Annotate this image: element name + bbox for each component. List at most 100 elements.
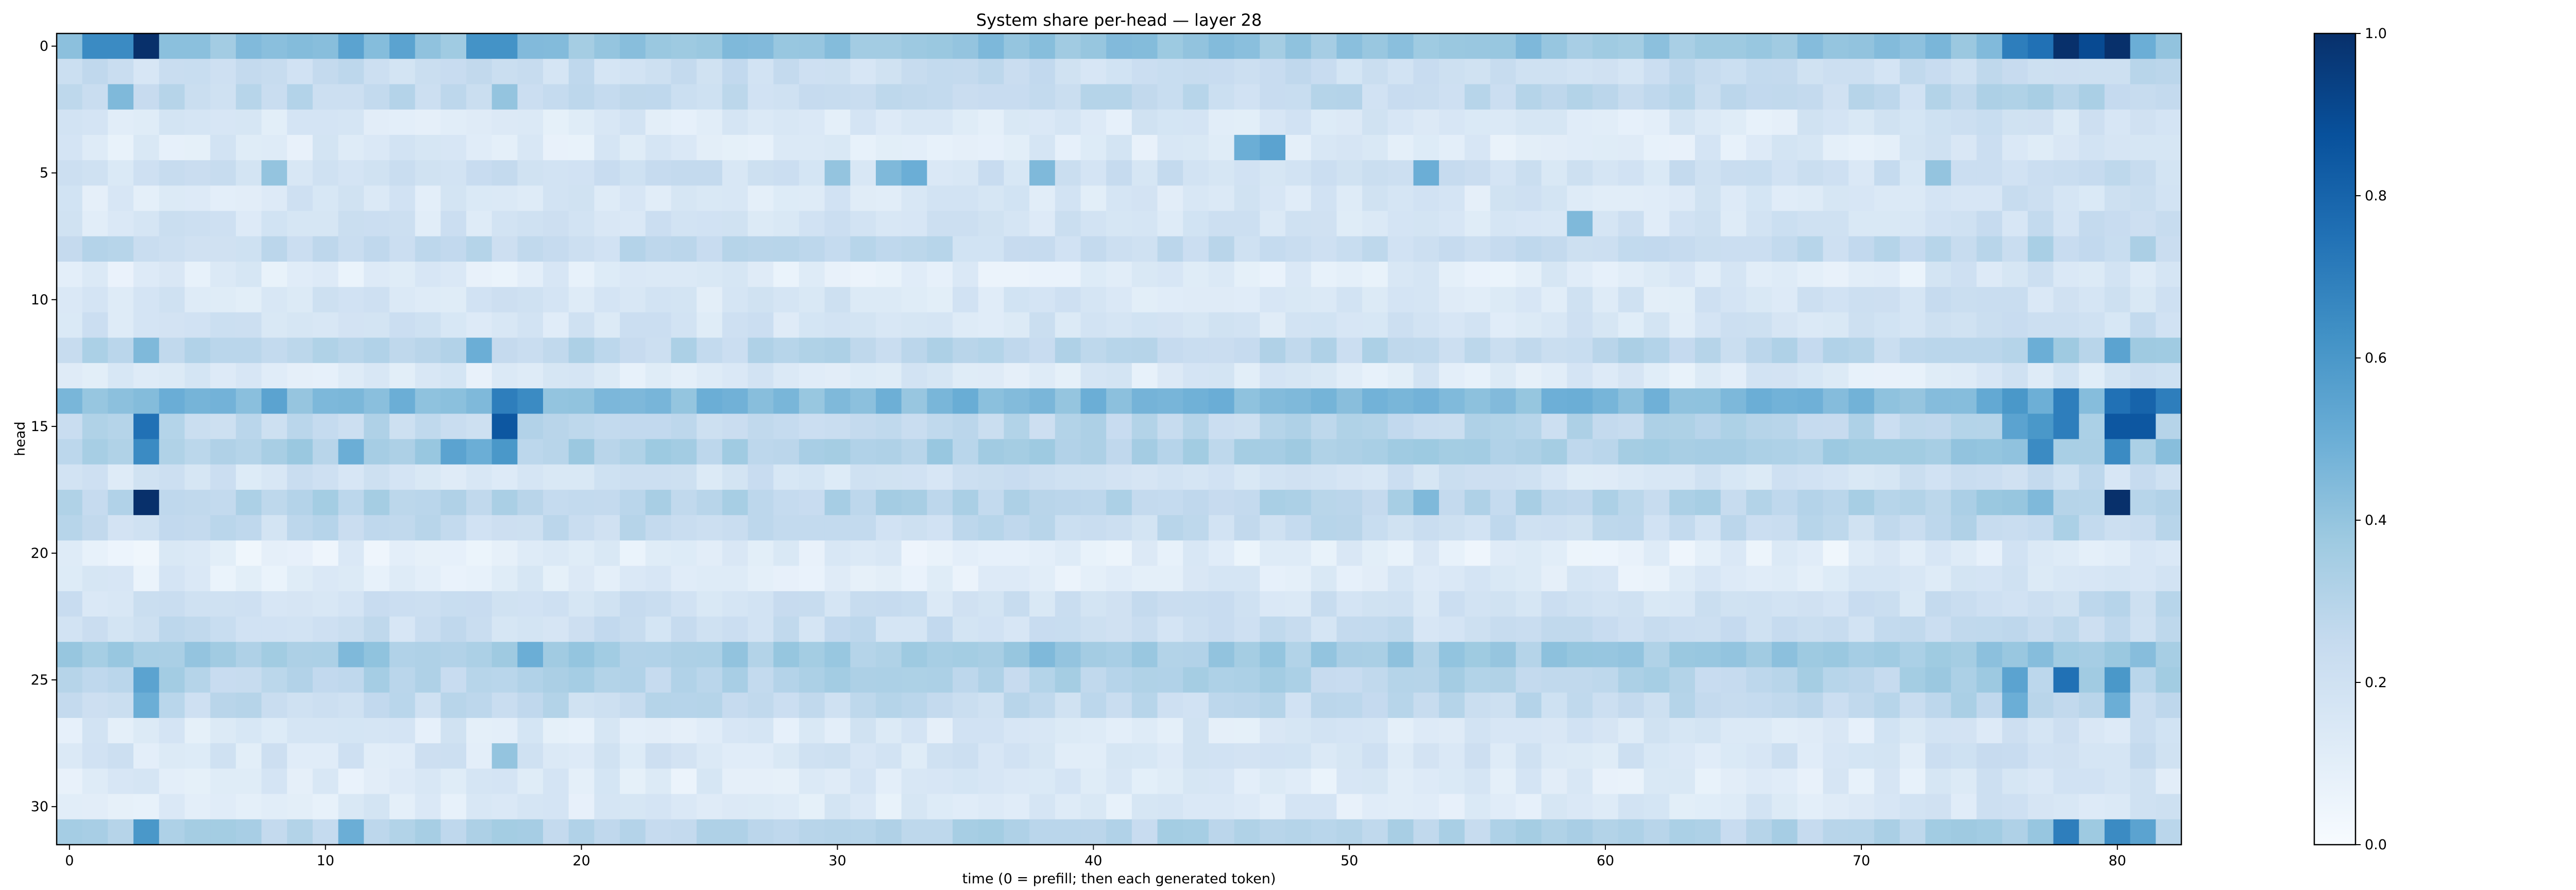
heatmap-cell [1336, 566, 1363, 592]
heatmap-cell [1694, 540, 1721, 567]
heatmap-cell [901, 743, 927, 769]
heatmap-cell [645, 819, 672, 845]
heatmap-cell [1285, 617, 1312, 642]
heatmap-cell [1234, 33, 1260, 59]
heatmap-cell [82, 642, 108, 668]
heatmap-cell [1849, 464, 1875, 490]
heatmap-cell [1669, 540, 1696, 567]
heatmap-cell [1439, 236, 1465, 262]
heatmap-cell [108, 388, 134, 414]
heatmap-cell [1106, 287, 1132, 313]
heatmap-cell [1055, 439, 1081, 465]
heatmap-cell [159, 794, 185, 820]
heatmap-cell [799, 84, 825, 110]
heatmap-cell [1720, 109, 1747, 135]
heatmap-cell [1131, 287, 1158, 313]
heatmap-cell [1900, 515, 1926, 541]
heatmap-cell [235, 768, 262, 795]
heatmap-cell [620, 794, 646, 820]
heatmap-cell [466, 337, 493, 364]
heatmap-cell [1285, 84, 1312, 110]
x-axis-ticks: 0 10 20 30 40 50 60 70 80 [65, 845, 2126, 869]
heatmap-cell [1080, 33, 1107, 59]
heatmap-cell [1900, 743, 1926, 769]
heatmap-cell [1925, 515, 1952, 541]
heatmap-cell [748, 33, 774, 59]
heatmap-cell [312, 414, 339, 440]
heatmap-cell [1285, 464, 1312, 490]
heatmap-cell [671, 160, 697, 186]
heatmap-cell [82, 337, 108, 364]
heatmap-cell [1029, 363, 1056, 389]
heatmap-cell [620, 84, 646, 110]
heatmap-cell [1490, 439, 1516, 465]
heatmap-cell [312, 667, 339, 693]
heatmap-cell [1643, 566, 1670, 592]
heatmap-cell [850, 287, 876, 313]
heatmap-cell [415, 134, 441, 161]
heatmap-cell [338, 667, 364, 693]
heatmap-cell [1797, 566, 1823, 592]
heatmap-cell [799, 33, 825, 59]
heatmap-cell [312, 692, 339, 718]
heatmap-cell [1464, 743, 1491, 769]
heatmap-cell [824, 642, 851, 668]
heatmap-cell [1464, 768, 1491, 795]
heatmap-cell [722, 236, 749, 262]
heatmap-cell [1439, 591, 1465, 617]
heatmap-cell [1772, 388, 1798, 414]
heatmap-cell [2130, 134, 2156, 161]
heatmap-cell [953, 312, 979, 338]
heatmap-cell [799, 566, 825, 592]
heatmap-cell [2130, 312, 2156, 338]
heatmap-cell [338, 261, 364, 287]
heatmap-cell [1925, 363, 1952, 389]
heatmap-cell [543, 287, 569, 313]
heatmap-cell [901, 109, 927, 135]
heatmap-cell [492, 211, 518, 237]
heatmap-cell [1413, 287, 1439, 313]
heatmap-cell [1874, 515, 1901, 541]
heatmap-cell [1080, 312, 1107, 338]
heatmap-cell [2002, 59, 2028, 85]
heatmap-cell [568, 439, 595, 465]
heatmap-cell [1592, 489, 1619, 516]
heatmap-cell [1874, 566, 1901, 592]
heatmap-cell [2104, 414, 2131, 440]
heatmap-cell [1029, 134, 1056, 161]
heatmap-cell [543, 794, 569, 820]
heatmap-cell [1925, 692, 1952, 718]
heatmap-cell [466, 819, 493, 845]
heatmap-cell [1567, 84, 1593, 110]
heatmap-cell [1490, 717, 1516, 744]
heatmap-cell [2079, 617, 2105, 642]
heatmap-cell [594, 743, 620, 769]
heatmap-cell [799, 642, 825, 668]
heatmap-cell [1797, 236, 1823, 262]
heatmap-cell [133, 819, 160, 845]
heatmap-cell [850, 414, 876, 440]
heatmap-cell [645, 84, 672, 110]
heatmap-cell [184, 667, 211, 693]
heatmap-cell [1951, 743, 1977, 769]
heatmap-cell [1618, 312, 1645, 338]
heatmap-cell [1720, 59, 1747, 85]
heatmap-cell [261, 717, 287, 744]
heatmap-cell [492, 819, 518, 845]
heatmap-cell [1669, 185, 1696, 212]
heatmap-cell [133, 540, 160, 567]
heatmap-cell [287, 337, 313, 364]
heatmap-cell [953, 768, 979, 795]
heatmap-cell [799, 185, 825, 212]
heatmap-cell [1387, 617, 1414, 642]
colorbar-tick-label: 0.8 [2365, 188, 2387, 204]
heatmap-cell [466, 312, 493, 338]
heatmap-cell [159, 464, 185, 490]
heatmap-cell [2156, 794, 2182, 820]
heatmap-cell [722, 109, 749, 135]
heatmap-cell [1797, 439, 1823, 465]
heatmap-cell [2104, 768, 2131, 795]
heatmap-cell [927, 489, 953, 516]
heatmap-cell [620, 414, 646, 440]
heatmap-cell [210, 84, 236, 110]
